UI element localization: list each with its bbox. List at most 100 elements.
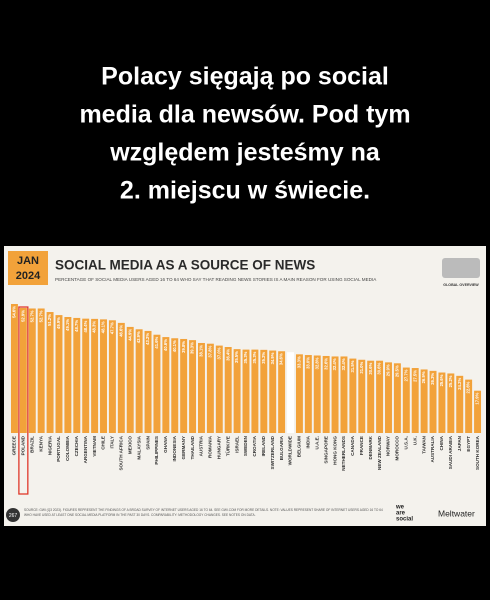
bar [100, 319, 107, 433]
bar [215, 345, 223, 433]
category-label: WORLDWIDE [288, 436, 293, 465]
value-label: 49.1% [65, 319, 70, 331]
bar [135, 329, 143, 433]
category-label: PHILIPPINES [154, 436, 159, 465]
category-label: MALAYSIA [136, 435, 141, 459]
date-badge [8, 251, 48, 285]
category-label: NIGERIA [47, 435, 52, 455]
value-label: 38.1% [199, 345, 204, 357]
category-label: CANADA [350, 435, 355, 456]
headline-line: względem jesteśmy na [109, 139, 381, 167]
value-label: 30.6% [368, 362, 373, 374]
value-label: 35.2% [261, 352, 266, 364]
value-label: 32.6% [323, 358, 328, 370]
value-label: 52.7% [38, 310, 43, 322]
category-label: COLOMBIA [65, 435, 70, 461]
category-label: SWEDEN [243, 435, 248, 456]
bar [349, 358, 357, 433]
bar [37, 308, 45, 433]
category-label: BULGARIA [279, 435, 284, 460]
bar [411, 368, 419, 433]
value-label: 40.1% [172, 340, 177, 352]
value-label: 43.9% [136, 331, 141, 343]
category-label: HONG KONG [332, 436, 337, 465]
value-label: 48.7% [74, 320, 79, 332]
category-label: TÜRKIYE [224, 436, 230, 456]
category-label: SOUTH AFRICA [119, 435, 124, 470]
category-label: BRAZIL [29, 436, 34, 453]
category-label: PORTUGAL [56, 436, 61, 462]
value-label: 26.9% [421, 371, 426, 383]
bar [260, 349, 268, 433]
category-label: U.A.E. [314, 436, 319, 450]
value-label: 27.5% [412, 370, 417, 382]
bar [429, 370, 437, 433]
value-label: 32.4% [341, 358, 346, 370]
category-label: SOUTH KOREA [475, 435, 480, 470]
category-label: EGYPT [466, 436, 471, 452]
bar [180, 338, 188, 433]
value-label: 30.6% [377, 362, 382, 374]
value-label: 43.2% [145, 333, 150, 345]
bar [393, 363, 401, 433]
page-number: 267 [9, 513, 18, 519]
category-label: GERMANY [181, 436, 186, 459]
value-label: 41.6% [154, 336, 159, 348]
bar [64, 316, 72, 433]
headline-line: media dla newsów. Pod tym [79, 101, 410, 129]
headline-line: Polacy sięgają po social [101, 63, 389, 91]
brand-are: are [396, 511, 406, 517]
value-label: 48.4% [83, 320, 88, 332]
category-label: AUSTRALIA [430, 435, 435, 462]
category-label: CHILE [101, 436, 106, 450]
chart-title: SOCIAL MEDIA AS A SOURCE OF NEWS [55, 258, 315, 273]
category-label: U.K. [412, 436, 417, 445]
source-text: SOURCE: GWI (Q3 2023). FIGURES REPRESENT… [24, 508, 383, 512]
bar [251, 349, 259, 433]
bar [117, 322, 125, 433]
category-label: SAUDI ARABIA [448, 435, 453, 469]
bar [233, 349, 241, 433]
bar [304, 355, 312, 433]
category-label: SINGAPORE [323, 436, 328, 464]
bar [331, 356, 339, 433]
value-label: 37.8% [207, 345, 212, 357]
value-label: 36.4% [225, 349, 230, 361]
bar [91, 318, 99, 433]
value-label: 39.3% [190, 342, 195, 354]
category-label: HUNGARY [217, 436, 222, 459]
value-label: 40.6% [163, 339, 168, 351]
category-label: POLAND [21, 435, 26, 455]
value-label: 34.6% [279, 353, 284, 365]
value-label: 34.9% [270, 352, 275, 364]
corner-label: GLOBAL OVERVIEW [443, 283, 479, 287]
category-label: SWITZERLAND [270, 435, 275, 469]
chart-subtitle: PERCENTAGE OF SOCIAL MEDIA USERS AGED 16… [55, 277, 377, 282]
category-label: MOROCCO [395, 436, 400, 461]
world-map-icon [442, 258, 480, 278]
badge-text: 2024 [16, 270, 41, 282]
value-label: 32.8% [314, 357, 319, 369]
bar [269, 350, 277, 433]
bar [313, 355, 321, 433]
category-label: IRELAND [261, 435, 266, 456]
badge-text: JAN [17, 255, 39, 267]
category-label: ITALY [110, 436, 115, 449]
bar [287, 352, 295, 433]
bar [358, 359, 366, 433]
bar [385, 362, 392, 433]
bar [367, 360, 375, 433]
value-label: 25.2% [448, 375, 453, 387]
bar [295, 354, 303, 433]
bar [189, 340, 197, 433]
bar [402, 367, 410, 433]
value-label: 48.3% [92, 321, 97, 333]
category-label: CROATIA [252, 435, 257, 456]
bar [447, 373, 455, 433]
value-label: 34.2% [288, 354, 293, 366]
value-label: 52.7% [29, 310, 34, 322]
category-label: CHINA [439, 435, 444, 450]
category-label: DENMARK [368, 435, 373, 459]
bar [82, 318, 90, 433]
value-label: 31.5% [350, 360, 355, 372]
